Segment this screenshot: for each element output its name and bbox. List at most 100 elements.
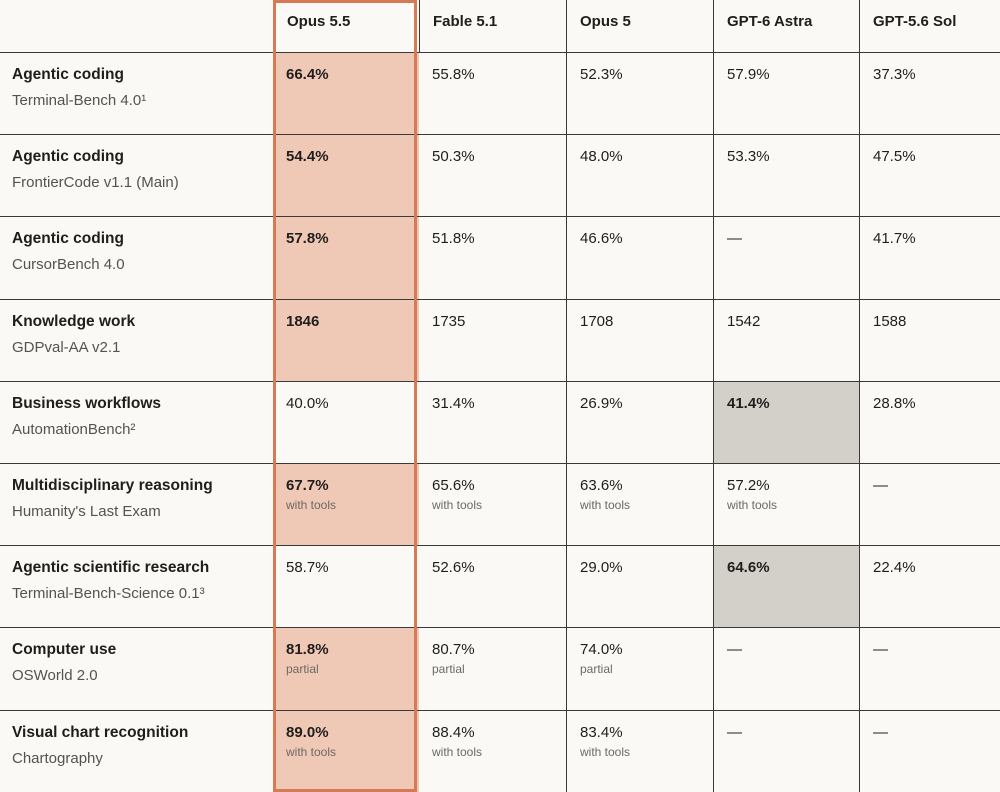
row-label-cell: Agentic coding Terminal-Bench 4.0¹ [0, 53, 273, 134]
benchmark-name: CursorBench 4.0 [12, 256, 125, 274]
score-note: with tools [432, 744, 483, 759]
score-value: 51.8% [432, 230, 475, 248]
row-label-cell: Computer use OSWorld 2.0 [0, 628, 273, 709]
value-cell: — [859, 464, 1000, 546]
column-header: Opus 5.5 [273, 0, 419, 52]
table-row: Multidisciplinary reasoning Humanity's La… [0, 464, 1000, 547]
value-cell: 1708 [566, 299, 713, 381]
benchmark-name: OSWorld 2.0 [12, 667, 98, 685]
score-value: 37.3% [873, 66, 916, 83]
table-row: Agentic coding FrontierCode v1.1 (Main) 54… [0, 135, 1000, 218]
score-value: 58.7% [286, 559, 329, 577]
value-cell: 1542 [713, 299, 859, 381]
score-value: — [873, 477, 888, 494]
value-cell: 22.4% [859, 546, 1000, 628]
table-row: Knowledge work GDPval-AA v2.1 1846 1735 1708… [0, 299, 1000, 382]
task-name: Multidisciplinary reasoning [12, 477, 213, 494]
value-cell: — [713, 628, 859, 710]
row-label-cell: Multidisciplinary reasoning Humanity's La… [0, 464, 273, 545]
score-value: 57.9% [727, 66, 770, 83]
task-name: Business workflows [12, 394, 162, 412]
header-corner-cell [0, 0, 273, 52]
task-name: Agentic scientific research [12, 559, 210, 577]
value-cell: 58.7% [273, 546, 419, 627]
table-header-row: Opus 5.5 Fable 5.1 Opus 5 GPT-6 Astra GPT-5.… [0, 0, 1000, 53]
score-value: 29.0% [580, 559, 623, 577]
value-cell: 74.0% partial [566, 628, 713, 710]
value-cell: 52.3% [566, 53, 713, 135]
row-label-cell: Agentic coding CursorBench 4.0 [0, 217, 273, 298]
value-cell: 65.6% with tools [419, 464, 566, 545]
score-value: 64.6% [727, 559, 770, 577]
score-note: partial [580, 662, 613, 677]
value-cell: 54.4% [273, 135, 419, 217]
row-label-cell: Agentic coding FrontierCode v1.1 (Main) [0, 135, 273, 216]
score-value: 63.6% [580, 477, 623, 494]
table-row: Computer use OSWorld 2.0 81.8% partial 80.7%… [0, 628, 1000, 711]
task-name: Agentic coding [12, 230, 124, 248]
value-cell: 88.4% with tools [419, 711, 566, 792]
task-name: Visual chart recognition [12, 723, 189, 741]
score-value: 74.0% [580, 641, 623, 659]
score-value: — [727, 641, 742, 659]
score-note: with tools [286, 744, 337, 759]
value-cell: 83.4% with tools [566, 710, 713, 792]
score-value: 66.4% [286, 66, 329, 83]
score-note: with tools [286, 498, 337, 512]
score-value: 57.8% [286, 230, 329, 248]
benchmark-name: AutomationBench² [12, 420, 136, 438]
table-row: Agentic scientific research Terminal-Benc… [0, 546, 1000, 629]
score-value: 50.3% [432, 148, 475, 166]
score-value: 57.2% [727, 477, 770, 494]
value-cell: 1588 [859, 299, 1000, 381]
score-note: with tools [432, 498, 483, 512]
score-value: 40.0% [286, 394, 329, 412]
score-note: with tools [580, 498, 631, 512]
column-header: Opus 5 [566, 0, 713, 52]
value-cell: 57.8% [273, 217, 419, 299]
score-value: 41.7% [873, 230, 916, 248]
score-value: 26.9% [580, 394, 623, 412]
task-name: Computer use [12, 641, 117, 659]
value-cell: 41.7% [859, 217, 1000, 299]
benchmark-name: Terminal-Bench 4.0¹ [12, 92, 147, 109]
benchmark-name: FrontierCode v1.1 (Main) [12, 174, 179, 192]
score-value: 52.6% [432, 559, 475, 577]
row-label-cell: Agentic scientific research Terminal-Benc… [0, 546, 273, 627]
benchmark-name: Terminal-Bench-Science 0.1³ [12, 585, 205, 603]
value-cell: 67.7% with tools [273, 464, 419, 546]
row-label-cell: Visual chart recognition Chartography [0, 711, 273, 792]
value-cell: 57.2% with tools [713, 464, 859, 546]
value-cell: 48.0% [566, 135, 713, 217]
score-value: 83.4% [580, 723, 623, 741]
row-label-cell: Business workflows AutomationBench² [0, 382, 273, 463]
value-cell: 51.8% [419, 217, 566, 298]
value-cell: 80.7% partial [419, 628, 566, 709]
value-cell: 63.6% with tools [566, 464, 713, 546]
value-cell: 64.6% [713, 546, 859, 628]
value-cell: 26.9% [566, 381, 713, 463]
score-note: partial [286, 662, 319, 677]
benchmark-name: Chartography [12, 749, 103, 767]
score-value: — [727, 723, 742, 741]
score-value: 1708 [580, 312, 614, 330]
score-value: 1588 [873, 312, 907, 330]
score-value: — [873, 723, 888, 741]
value-cell: — [859, 710, 1000, 792]
score-value: 55.8% [432, 66, 475, 83]
score-value: 28.8% [873, 394, 916, 412]
value-cell: 66.4% [273, 53, 419, 135]
column-header: GPT-6 Astra [713, 0, 859, 52]
column-header: Fable 5.1 [419, 0, 566, 52]
benchmark-name: Humanity's Last Exam [12, 503, 161, 520]
table-row: Agentic coding Terminal-Bench 4.0¹ 66.4% 55… [0, 53, 1000, 136]
table-row: Business workflows AutomationBench² 40.0% 3… [0, 381, 1000, 464]
value-cell: 29.0% [566, 546, 713, 628]
value-cell: 40.0% [273, 382, 419, 463]
score-note: with tools [727, 498, 778, 512]
score-value: 46.6% [580, 230, 623, 248]
score-value: 1846 [286, 312, 320, 330]
table-row: Agentic coding CursorBench 4.0 57.8% 51.8% 4… [0, 217, 1000, 300]
value-cell: — [713, 710, 859, 792]
column-header: GPT-5.6 Sol [859, 0, 1000, 52]
